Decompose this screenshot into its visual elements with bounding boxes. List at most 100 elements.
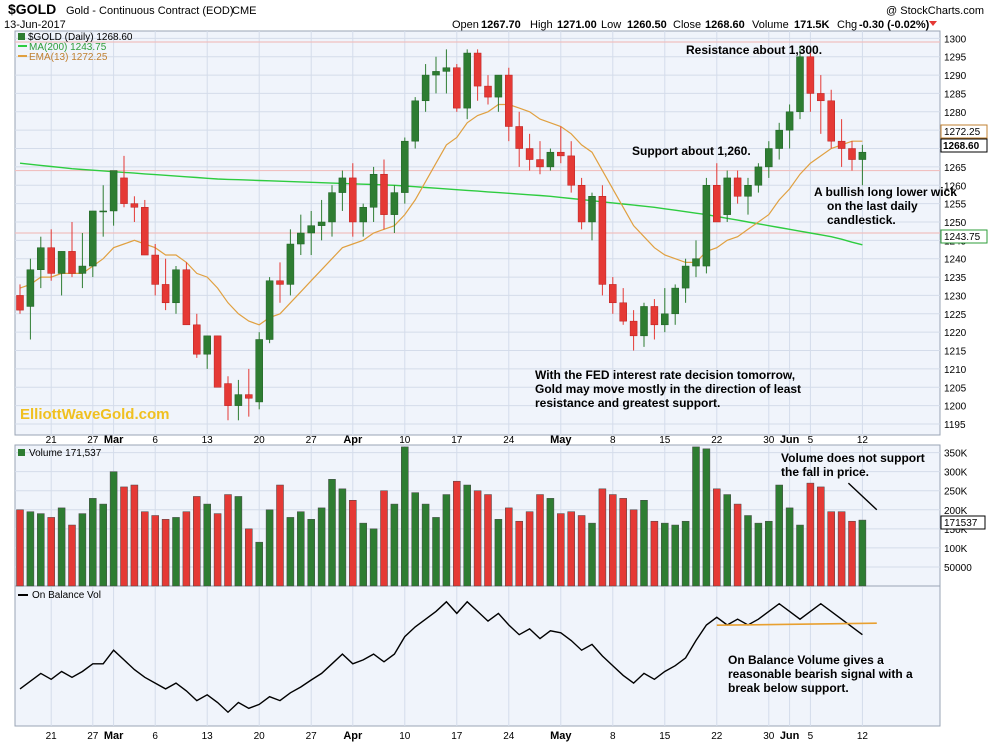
volume-bar bbox=[598, 488, 607, 587]
candle-body bbox=[338, 177, 347, 193]
candle-body bbox=[193, 324, 201, 355]
volume-bar bbox=[89, 498, 97, 587]
candle-body bbox=[775, 129, 783, 149]
x-tick-label: Jun bbox=[780, 434, 800, 446]
price-tick-label: 1225 bbox=[944, 310, 967, 321]
volume-bar bbox=[858, 519, 867, 587]
price-tick-label: 1210 bbox=[944, 365, 967, 376]
x-tick-label-bottom: 20 bbox=[254, 731, 266, 742]
wick-note-line-2: on the last daily bbox=[827, 199, 918, 213]
price-tick-label: 1290 bbox=[944, 71, 967, 82]
price-legend-text: $GOLD (Daily) 1268.60 bbox=[28, 32, 133, 43]
candle-body bbox=[37, 247, 45, 270]
price-tick-label: 1295 bbox=[944, 53, 967, 64]
volume-tick-label: 100K bbox=[944, 544, 968, 555]
volume-bar bbox=[702, 448, 711, 587]
close-value: 1268.60 bbox=[705, 19, 745, 31]
ema13-line bbox=[19, 103, 863, 326]
candle-body bbox=[401, 140, 409, 193]
candle-body bbox=[109, 170, 118, 212]
candle-body bbox=[629, 320, 638, 337]
volume-bar bbox=[827, 511, 835, 587]
price-candles bbox=[16, 45, 867, 421]
candle-body bbox=[577, 185, 586, 223]
candle-body bbox=[473, 52, 482, 87]
volume-bar bbox=[723, 494, 731, 587]
price-tick-label: 1265 bbox=[944, 163, 967, 174]
candle-body bbox=[255, 339, 263, 403]
candle-body bbox=[744, 185, 752, 197]
volume-bar bbox=[338, 488, 347, 587]
obv-support-line bbox=[716, 622, 877, 627]
volume-label: Volume bbox=[752, 19, 789, 31]
candle-body bbox=[99, 210, 107, 213]
x-tick-label: 22 bbox=[711, 435, 723, 446]
candle-body bbox=[78, 265, 87, 274]
candle-body bbox=[806, 56, 815, 94]
x-tick-label-bottom: 15 bbox=[659, 731, 671, 742]
volume-note-line-2: the fall in price. bbox=[781, 465, 869, 479]
ma200-line bbox=[19, 162, 863, 246]
volume-bar bbox=[619, 498, 627, 587]
volume-bar bbox=[172, 517, 180, 587]
volume-trend-line bbox=[847, 482, 878, 511]
fed-note-line-1: With the FED interest rate decision tomo… bbox=[535, 368, 795, 382]
price-tick-label: 1200 bbox=[944, 402, 967, 413]
volume-bar bbox=[713, 488, 721, 587]
candle-body bbox=[817, 93, 825, 102]
candle-body bbox=[827, 100, 835, 142]
ma200-tag bbox=[940, 229, 988, 244]
volume-bar bbox=[37, 513, 45, 587]
volume-bar bbox=[692, 446, 700, 587]
volume-bar bbox=[577, 515, 586, 587]
volume-bar bbox=[109, 471, 118, 587]
candle-body bbox=[546, 151, 555, 168]
candle-body bbox=[588, 196, 596, 223]
close-tag-text: 1268.60 bbox=[943, 141, 980, 152]
price-tick-label: 1250 bbox=[944, 218, 967, 229]
candle-body bbox=[16, 295, 24, 311]
volume-tick-label: 50000 bbox=[944, 563, 972, 574]
candle-body bbox=[713, 185, 721, 223]
price-tick-label: 1280 bbox=[944, 108, 967, 119]
volume-tick-label: 200K bbox=[944, 506, 968, 517]
chg-label: Chg bbox=[837, 19, 857, 31]
high-label: High bbox=[530, 19, 553, 31]
x-tick-label: 6 bbox=[152, 435, 158, 446]
volume-bar bbox=[390, 503, 399, 587]
chg-value: -0.30 (-0.02%) bbox=[859, 19, 930, 31]
price-tick-label: 1230 bbox=[944, 291, 967, 302]
x-tick-label-bottom: 24 bbox=[503, 731, 515, 742]
x-tick-label: 5 bbox=[808, 435, 814, 446]
volume-bar bbox=[234, 496, 243, 587]
x-tick-label: 13 bbox=[202, 435, 214, 446]
candle-body bbox=[380, 173, 388, 215]
volume-bar bbox=[286, 517, 295, 587]
x-tick-label: 27 bbox=[306, 435, 318, 446]
volume-legend-swatch bbox=[18, 449, 25, 456]
volume-bar bbox=[349, 500, 357, 587]
watermark: ElliottWaveGold.com bbox=[20, 406, 169, 423]
ma200-tag-text: 1243.75 bbox=[944, 232, 981, 243]
volume-bar bbox=[640, 500, 648, 587]
support-note: Support about 1,260. bbox=[632, 144, 751, 158]
volume-bar bbox=[546, 498, 555, 587]
candle-body bbox=[203, 335, 211, 355]
volume-bar bbox=[297, 511, 305, 587]
x-tick-label: 27 bbox=[87, 435, 99, 446]
candle-body bbox=[141, 207, 149, 256]
candle-body bbox=[536, 159, 544, 168]
ema13-legend-swatch bbox=[18, 55, 27, 57]
x-tick-label: 8 bbox=[610, 435, 616, 446]
volume-bar bbox=[224, 494, 232, 587]
candle-body bbox=[442, 67, 451, 72]
volume-bar bbox=[432, 517, 440, 587]
volume-bar bbox=[837, 511, 846, 587]
volume-bar bbox=[463, 484, 471, 587]
volume-bar bbox=[57, 507, 66, 587]
candle-body bbox=[68, 251, 76, 274]
volume-bar bbox=[733, 503, 742, 587]
candle-body bbox=[276, 280, 284, 285]
x-tick-label-bottom: May bbox=[550, 730, 572, 742]
